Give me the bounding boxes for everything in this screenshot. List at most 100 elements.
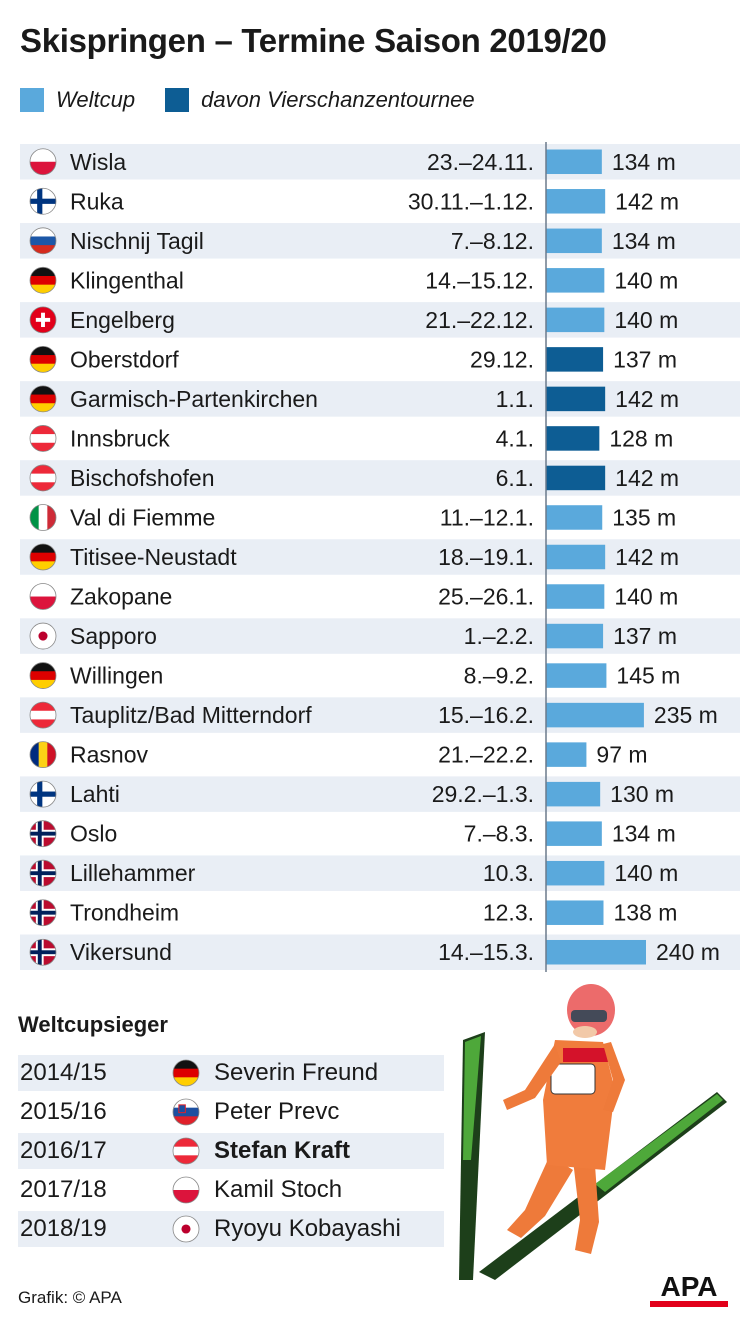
row-background xyxy=(20,420,740,457)
bar xyxy=(546,465,606,491)
bar xyxy=(546,189,606,214)
bar xyxy=(546,307,605,333)
flag-at-icon xyxy=(29,701,57,729)
apa-logo-bar xyxy=(650,1301,728,1307)
flag-de-icon xyxy=(29,345,57,373)
legend-swatch-weltcup xyxy=(20,88,44,112)
category-label: Tauplitz/Bad Mitterndorf xyxy=(70,702,312,728)
bar xyxy=(546,149,602,175)
flag-at-circle xyxy=(172,1137,200,1165)
winner-row: 2018/19 Ryoyu Kobayashi xyxy=(18,1211,444,1247)
row-background xyxy=(20,302,740,338)
category-label: Ruka xyxy=(70,188,124,214)
bar xyxy=(546,900,604,925)
category-label: Oslo xyxy=(70,821,117,847)
date-label: 15.–16.2. xyxy=(438,702,534,728)
winner-row: 2016/17 Stefan Kraft xyxy=(18,1133,444,1169)
date-label: 23.–24.11. xyxy=(427,149,534,175)
flag-de-icon xyxy=(29,543,57,571)
row-background xyxy=(20,223,740,259)
flag-si-circle xyxy=(172,1098,200,1126)
date-label: 18.–19.1. xyxy=(438,544,534,570)
date-label: 14.–15.3. xyxy=(438,939,534,965)
legend-swatch-vierschanzentournee xyxy=(165,88,190,112)
flag-de-circle xyxy=(172,1059,200,1087)
winner-season: 2016/17 xyxy=(20,1137,107,1164)
row-background xyxy=(20,736,740,773)
value-label: 240 m xyxy=(656,939,720,965)
category-label: Zakopane xyxy=(70,584,172,610)
value-label: 140 m xyxy=(614,267,678,293)
row-background xyxy=(20,499,740,536)
bar xyxy=(546,268,605,293)
value-label: 140 m xyxy=(614,584,678,610)
date-label: 12.3. xyxy=(483,900,534,926)
winner-name: Stefan Kraft xyxy=(214,1137,351,1164)
flag-it-icon xyxy=(29,504,57,531)
category-label: Vikersund xyxy=(70,939,172,965)
winner-season: 2018/19 xyxy=(20,1215,107,1242)
value-label: 134 m xyxy=(612,228,676,254)
row-background xyxy=(20,618,740,654)
flag-de-icon xyxy=(29,385,57,413)
bar xyxy=(546,781,601,807)
row-background xyxy=(20,262,740,299)
category-label: Garmisch-Partenkirchen xyxy=(70,386,318,412)
category-label: Willingen xyxy=(70,663,163,689)
date-label: 14.–15.12. xyxy=(425,267,534,293)
winner-season: 2015/16 xyxy=(20,1098,107,1125)
winner-row: 2014/15 Severin Freund xyxy=(18,1055,444,1091)
row-background xyxy=(20,894,740,931)
flag-ro-icon xyxy=(29,741,57,769)
category-label: Wisla xyxy=(70,149,126,175)
bar xyxy=(546,860,605,886)
flag-pl-icon xyxy=(29,583,57,610)
date-label: 6.1. xyxy=(496,465,534,491)
value-label: 128 m xyxy=(609,425,673,451)
category-label: Titisee-Neustadt xyxy=(70,544,237,570)
value-label: 140 m xyxy=(614,307,678,333)
bar xyxy=(546,821,602,846)
flag-fi-icon xyxy=(29,780,57,808)
flag-ch-icon xyxy=(29,306,57,334)
legend-label-weltcup: Weltcup xyxy=(56,87,136,112)
bar-chart: Wisla 23.–24.11. 134 m Ruka 30.11.–1.12. 142 … xyxy=(20,142,740,972)
bar xyxy=(546,623,604,649)
date-label: 7.–8.3. xyxy=(464,821,534,847)
value-label: 97 m xyxy=(596,742,647,768)
value-label: 142 m xyxy=(615,544,679,570)
date-label: 25.–26.1. xyxy=(438,584,534,610)
row-background xyxy=(20,776,740,812)
bar xyxy=(546,742,587,767)
date-label: 7.–8.12. xyxy=(451,228,534,254)
flag-pl-circle xyxy=(172,1176,200,1204)
value-label: 142 m xyxy=(615,386,679,412)
value-label: 137 m xyxy=(613,346,677,372)
bar xyxy=(546,386,606,412)
flag-de-icon xyxy=(172,1059,200,1087)
row-background xyxy=(20,657,740,694)
date-label: 10.3. xyxy=(483,860,534,886)
flag-pl-icon xyxy=(29,148,57,176)
value-label: 138 m xyxy=(614,900,678,926)
date-label: 21.–22.2. xyxy=(438,742,534,768)
date-label: 8.–9.2. xyxy=(464,663,534,689)
flag-jp-icon xyxy=(29,622,57,650)
row-background xyxy=(20,578,740,615)
date-label: 29.2.–1.3. xyxy=(432,781,534,807)
value-label: 142 m xyxy=(615,188,679,214)
flag-at-icon xyxy=(29,425,57,452)
category-label: Oberstdorf xyxy=(70,346,179,372)
value-label: 130 m xyxy=(610,781,674,807)
row-background xyxy=(20,183,740,220)
winner-row: 2017/18 Kamil Stoch xyxy=(18,1172,444,1208)
flag-no-icon xyxy=(29,938,57,966)
bar xyxy=(546,702,644,728)
date-label: 11.–12.1. xyxy=(440,504,534,530)
bar xyxy=(546,228,602,254)
date-label: 29.12. xyxy=(470,346,534,372)
winner-row: 2015/16 Peter Prevc xyxy=(18,1094,444,1130)
chart-title: Skispringen – Termine Saison 2019/20 xyxy=(20,22,607,59)
date-label: 4.1. xyxy=(496,425,534,451)
winner-season: 2017/18 xyxy=(20,1176,107,1203)
